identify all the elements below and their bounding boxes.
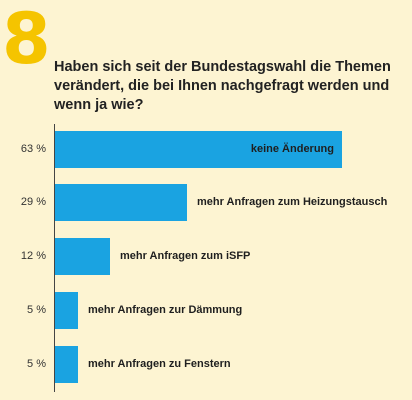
value-label: 5 % bbox=[27, 304, 46, 316]
bar bbox=[55, 292, 78, 329]
category-label: keine Änderung bbox=[250, 143, 334, 155]
bar bbox=[55, 131, 342, 168]
y-axis-line bbox=[54, 124, 55, 392]
bar bbox=[55, 346, 78, 383]
category-label: mehr Anfragen zum Heizungstausch bbox=[197, 196, 388, 208]
value-label: 5 % bbox=[27, 358, 46, 370]
bar bbox=[55, 184, 187, 221]
bar bbox=[55, 238, 110, 275]
value-label: 29 % bbox=[20, 196, 46, 208]
question-text: Haben sich seit der Bundestagswahl die T… bbox=[54, 59, 391, 113]
category-label: mehr Anfragen zum iSFP bbox=[120, 250, 251, 262]
category-label: mehr Anfragen zu Fenstern bbox=[88, 358, 231, 370]
question-number: 8 bbox=[2, 0, 51, 80]
value-label: 63 % bbox=[20, 143, 46, 155]
value-label: 12 % bbox=[20, 250, 46, 262]
category-label: mehr Anfragen zur Dämmung bbox=[88, 304, 243, 316]
